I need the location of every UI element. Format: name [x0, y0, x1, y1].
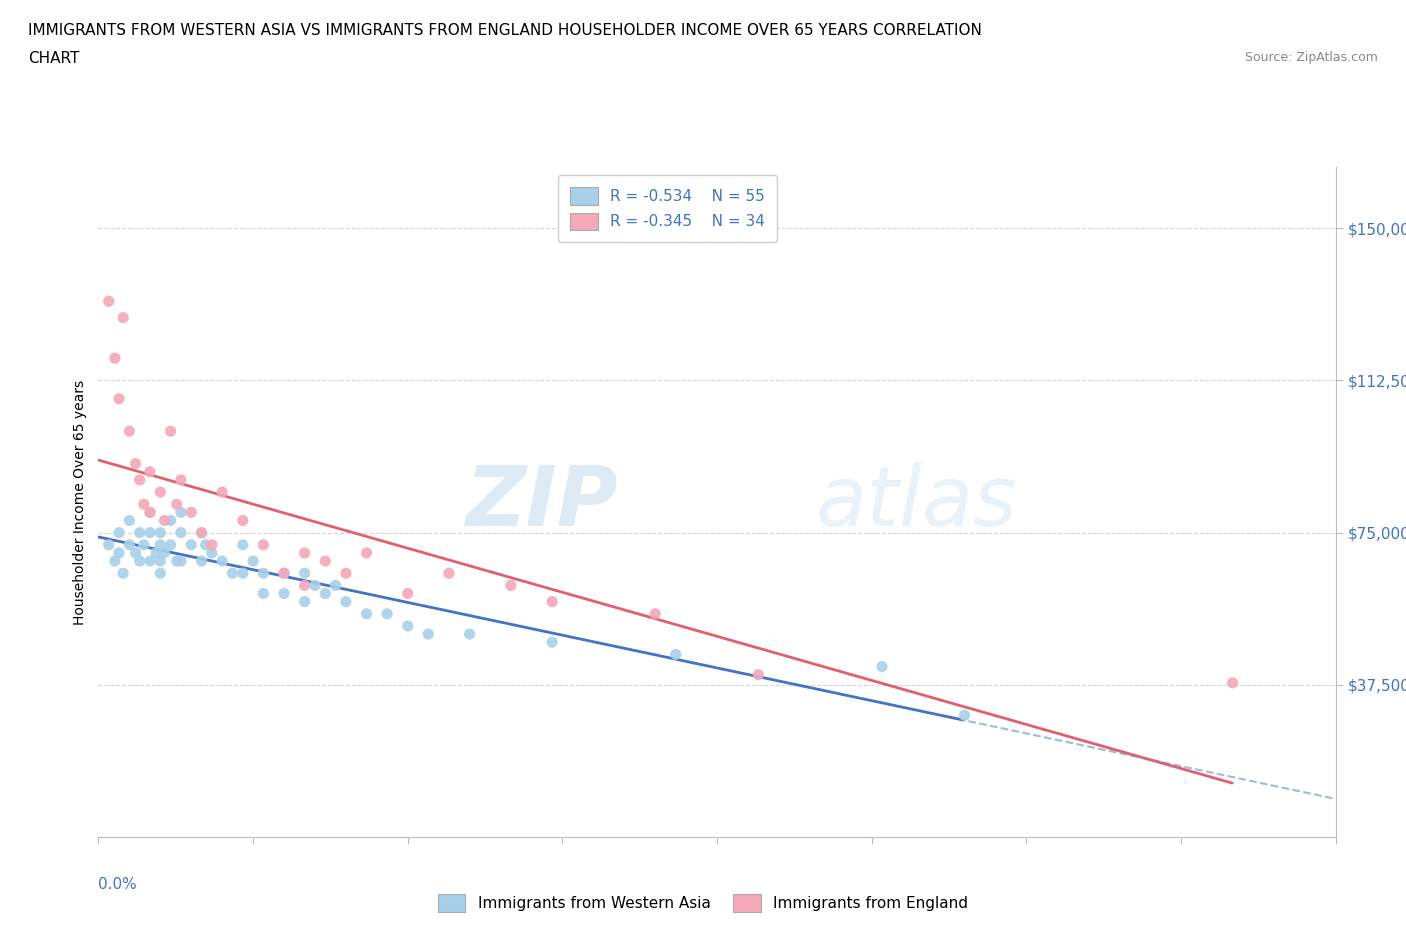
Point	[132, 497, 155, 512]
Point	[159, 424, 181, 439]
Text: IMMIGRANTS FROM WESTERN ASIA VS IMMIGRANTS FROM ENGLAND HOUSEHOLDER INCOME OVER : IMMIGRANTS FROM WESTERN ASIA VS IMMIGRAN…	[28, 23, 981, 38]
Point	[325, 578, 347, 592]
Point	[159, 538, 181, 552]
Point	[118, 424, 141, 439]
Point	[128, 472, 150, 487]
Point	[139, 505, 162, 520]
Point	[252, 565, 274, 580]
Point	[180, 538, 202, 552]
Point	[190, 525, 212, 540]
Point	[294, 578, 316, 592]
Point	[273, 565, 295, 580]
Point	[139, 553, 162, 568]
Point	[458, 627, 481, 642]
Point	[112, 565, 135, 580]
Point	[139, 505, 162, 520]
Point	[418, 627, 440, 642]
Point	[273, 565, 295, 580]
Text: 0.0%: 0.0%	[98, 877, 138, 892]
Point	[104, 351, 127, 365]
Point	[128, 525, 150, 540]
Point	[211, 553, 233, 568]
Point	[252, 538, 274, 552]
Point	[124, 457, 146, 472]
Point	[166, 553, 188, 568]
Point	[1222, 675, 1244, 690]
Point	[201, 546, 224, 561]
Legend: Immigrants from Western Asia, Immigrants from England: Immigrants from Western Asia, Immigrants…	[432, 888, 974, 918]
Point	[375, 606, 398, 621]
Text: Source: ZipAtlas.com: Source: ZipAtlas.com	[1244, 51, 1378, 64]
Point	[232, 513, 254, 528]
Point	[242, 553, 264, 568]
Legend: R = -0.534    N = 55, R = -0.345    N = 34: R = -0.534 N = 55, R = -0.345 N = 34	[558, 175, 778, 243]
Point	[170, 472, 193, 487]
Text: ZIP: ZIP	[465, 461, 619, 543]
Point	[314, 553, 336, 568]
Y-axis label: Householder Income Over 65 years: Householder Income Over 65 years	[73, 379, 87, 625]
Point	[335, 565, 357, 580]
Point	[314, 586, 336, 601]
Point	[335, 594, 357, 609]
Point	[747, 667, 769, 682]
Point	[149, 538, 172, 552]
Point	[665, 647, 688, 662]
Point	[541, 635, 564, 650]
Text: atlas: atlas	[815, 461, 1018, 543]
Point	[104, 553, 127, 568]
Point	[149, 525, 172, 540]
Point	[108, 392, 131, 406]
Point	[180, 505, 202, 520]
Point	[201, 538, 224, 552]
Point	[437, 565, 460, 580]
Point	[541, 594, 564, 609]
Point	[304, 578, 326, 592]
Point	[112, 310, 135, 325]
Point	[139, 464, 162, 479]
Point	[396, 618, 419, 633]
Point	[190, 553, 212, 568]
Point	[252, 586, 274, 601]
Point	[356, 606, 378, 621]
Point	[97, 538, 120, 552]
Point	[97, 294, 120, 309]
Point	[108, 525, 131, 540]
Point	[170, 525, 193, 540]
Point	[108, 546, 131, 561]
Point	[166, 497, 188, 512]
Point	[499, 578, 522, 592]
Point	[221, 565, 243, 580]
Point	[118, 538, 141, 552]
Point	[396, 586, 419, 601]
Point	[118, 513, 141, 528]
Point	[145, 546, 167, 561]
Point	[149, 565, 172, 580]
Point	[356, 546, 378, 561]
Point	[153, 546, 176, 561]
Point	[190, 525, 212, 540]
Point	[273, 586, 295, 601]
Point	[211, 485, 233, 499]
Point	[132, 538, 155, 552]
Point	[644, 606, 666, 621]
Point	[294, 594, 316, 609]
Point	[294, 565, 316, 580]
Point	[870, 659, 893, 674]
Point	[232, 538, 254, 552]
Point	[194, 538, 217, 552]
Point	[149, 553, 172, 568]
Point	[128, 553, 150, 568]
Point	[153, 513, 176, 528]
Point	[953, 708, 976, 723]
Text: CHART: CHART	[28, 51, 80, 66]
Point	[149, 485, 172, 499]
Point	[170, 505, 193, 520]
Point	[159, 513, 181, 528]
Point	[170, 553, 193, 568]
Point	[294, 546, 316, 561]
Point	[124, 546, 146, 561]
Point	[232, 565, 254, 580]
Point	[139, 525, 162, 540]
